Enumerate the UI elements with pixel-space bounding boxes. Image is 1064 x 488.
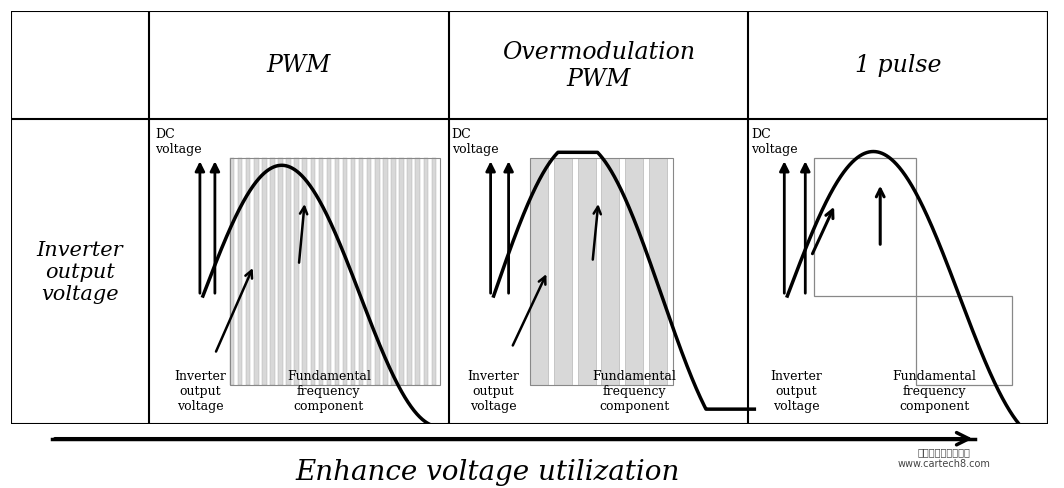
Bar	[626, 159, 644, 385]
Bar	[351, 159, 355, 385]
Text: DC
voltage: DC voltage	[451, 128, 498, 156]
Text: DC
voltage: DC voltage	[155, 128, 201, 156]
Bar	[359, 159, 364, 385]
Text: 1 pulse: 1 pulse	[855, 54, 942, 77]
Bar	[530, 159, 674, 385]
Bar	[327, 159, 331, 385]
Text: Overmodulation
PWM: Overmodulation PWM	[502, 41, 695, 91]
Bar	[578, 159, 596, 385]
Bar	[916, 296, 1012, 385]
Bar	[335, 159, 339, 385]
Bar	[408, 159, 412, 385]
Text: Enhance voltage utilization: Enhance voltage utilization	[296, 458, 680, 485]
Text: DC
voltage: DC voltage	[751, 128, 798, 156]
Bar	[230, 159, 439, 385]
Bar	[814, 159, 916, 296]
Bar	[302, 159, 306, 385]
Text: 中国汽车工程师之家
www.cartech8.com: 中国汽车工程师之家 www.cartech8.com	[898, 447, 991, 468]
Text: Inverter
output
voltage: Inverter output voltage	[36, 241, 123, 304]
Bar	[530, 159, 548, 385]
Bar	[343, 159, 347, 385]
Bar	[254, 159, 259, 385]
Bar	[295, 159, 299, 385]
Bar	[270, 159, 275, 385]
Bar	[318, 159, 323, 385]
Text: Inverter
output
voltage: Inverter output voltage	[174, 369, 226, 412]
Bar	[279, 159, 283, 385]
Text: Fundamental
frequency
component: Fundamental frequency component	[893, 369, 976, 412]
Bar	[376, 159, 380, 385]
Bar	[367, 159, 371, 385]
Bar	[246, 159, 250, 385]
Text: Fundamental
frequency
component: Fundamental frequency component	[593, 369, 677, 412]
Bar	[423, 159, 428, 385]
Bar	[415, 159, 420, 385]
Bar	[553, 159, 571, 385]
Bar	[230, 159, 234, 385]
Bar	[432, 159, 436, 385]
Bar	[399, 159, 403, 385]
Text: Inverter
output
voltage: Inverter output voltage	[770, 369, 822, 412]
Text: PWM: PWM	[267, 54, 331, 77]
Bar	[238, 159, 243, 385]
Bar	[383, 159, 387, 385]
Bar	[262, 159, 267, 385]
Bar	[311, 159, 315, 385]
Bar	[286, 159, 290, 385]
Text: Fundamental
frequency
component: Fundamental frequency component	[287, 369, 370, 412]
Bar	[392, 159, 396, 385]
Bar	[601, 159, 619, 385]
Text: Inverter
output
voltage: Inverter output voltage	[468, 369, 519, 412]
Bar	[649, 159, 667, 385]
